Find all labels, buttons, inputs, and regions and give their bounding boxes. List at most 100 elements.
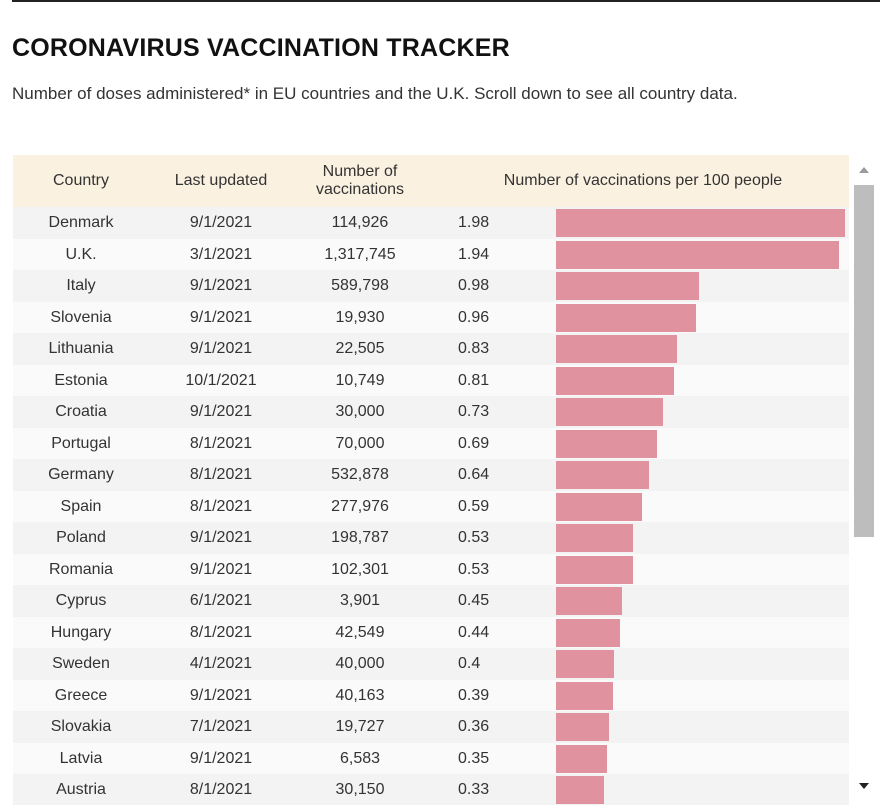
last-updated-cell: 8/1/2021: [189, 781, 253, 798]
table-row: Hungary 8/1/2021 42,549 0.44: [13, 616, 849, 648]
per-100-value-label: 0.33: [458, 781, 490, 798]
bar-portugal: [556, 429, 657, 458]
header-per-100: Number of vaccinations per 100 people: [503, 172, 783, 189]
last-updated-cell: 9/1/2021: [189, 403, 253, 420]
table-row: Portugal 8/1/2021 70,000 0.69: [13, 427, 849, 459]
bar-hungary: [556, 618, 620, 647]
per-100-value-label: 0.4: [458, 655, 481, 672]
last-updated-cell: 9/1/2021: [189, 686, 253, 704]
vaccinations-cell: 70,000: [335, 434, 385, 452]
vaccinations-cell: 22,505: [335, 340, 385, 357]
country-cell: Denmark: [48, 214, 114, 231]
per-100-value-label: 0.44: [458, 623, 490, 641]
per-100-value-label: 0.69: [458, 434, 490, 452]
per-100-value-label: 0.36: [458, 718, 490, 735]
bar-romania: [556, 555, 633, 584]
table-row: Slovakia 7/1/2021 19,727 0.36: [13, 711, 849, 743]
last-updated-cell: 9/1/2021: [189, 749, 253, 767]
per-100-value-label: 0.53: [458, 529, 490, 546]
last-updated-cell: 9/1/2021: [189, 529, 253, 546]
country-cell: Romania: [48, 560, 114, 578]
last-updated-cell: 8/1/2021: [189, 497, 253, 515]
country-cell: Greece: [54, 686, 108, 704]
header-last-updated: Last updated: [174, 172, 268, 189]
vaccinations-cell: 10,749: [335, 371, 385, 389]
table-row: Greece 9/1/2021 40,163 0.39: [13, 679, 849, 711]
table-row: Estonia 10/1/2021 10,749 0.81: [13, 364, 849, 396]
last-updated-cell: 7/1/2021: [189, 718, 253, 735]
bar-slovenia: [556, 303, 696, 332]
header-country: Country: [52, 172, 110, 189]
country-cell: Croatia: [55, 403, 107, 420]
country-cell: U.K.: [65, 245, 97, 263]
country-cell: Portugal: [51, 434, 111, 452]
table-row: Poland 9/1/2021 198,787 0.53: [13, 522, 849, 554]
per-100-value-label: 0.45: [458, 592, 490, 609]
vaccination-table[interactable]: Country Last updated Number of vaccinati…: [13, 155, 849, 805]
table-row: Cyprus 6/1/2021 3,901 0.45: [13, 585, 849, 617]
vaccinations-cell: 114,926: [331, 214, 389, 231]
last-updated-cell: 9/1/2021: [189, 214, 253, 231]
table-row: Italy 9/1/2021 589,798 0.98: [13, 270, 849, 302]
scroll-thumb[interactable]: [854, 185, 874, 537]
vaccinations-cell: 198,787: [331, 529, 389, 546]
vaccinations-cell: 19,930: [335, 308, 385, 326]
vaccinations-cell: 6,583: [339, 749, 381, 767]
table-row: U.K. 3/1/2021 1,317,745 1.94: [13, 238, 849, 270]
country-cell: Hungary: [50, 623, 112, 641]
vaccinations-cell: 30,000: [335, 403, 385, 420]
bar-austria: [556, 776, 604, 804]
vaccinations-cell: 30,150: [335, 781, 385, 798]
country-cell: Slovenia: [50, 308, 112, 326]
country-cell: Germany: [48, 466, 114, 483]
vaccinations-cell: 40,163: [335, 686, 385, 704]
country-cell: Spain: [60, 497, 102, 515]
last-updated-cell: 9/1/2021: [189, 560, 253, 578]
vaccinations-cell: 42,549: [335, 623, 385, 641]
per-100-value-label: 0.83: [458, 340, 490, 357]
table-row: Spain 8/1/2021 277,976 0.59: [13, 490, 849, 522]
last-updated-cell: 8/1/2021: [189, 623, 253, 641]
top-rule: [12, 0, 880, 2]
table-row: Denmark 9/1/2021 114,926 1.98: [13, 207, 849, 239]
country-cell: Estonia: [54, 371, 108, 389]
country-cell: Austria: [56, 781, 106, 798]
bar-germany: [556, 461, 649, 489]
bar-croatia: [556, 398, 663, 426]
table-header: Country Last updated Number of vaccinati…: [13, 155, 849, 207]
vaccinations-cell: 40,000: [335, 655, 385, 672]
vaccinations-cell: 532,878: [331, 466, 389, 483]
last-updated-cell: 9/1/2021: [189, 340, 253, 357]
scroll-up-arrow-icon[interactable]: [859, 167, 869, 173]
country-cell: Sweden: [52, 655, 110, 672]
bar-lithuania: [556, 335, 677, 363]
table-row: Slovenia 9/1/2021 19,930 0.96: [13, 301, 849, 333]
country-cell: Poland: [56, 529, 106, 546]
scrollbar[interactable]: [851, 155, 877, 805]
table-row: Croatia 9/1/2021 30,000 0.73: [13, 396, 849, 428]
last-updated-cell: 10/1/2021: [185, 371, 257, 389]
last-updated-cell: 8/1/2021: [189, 434, 253, 452]
last-updated-cell: 8/1/2021: [189, 466, 253, 483]
bar-u-k: [556, 240, 839, 269]
bar-spain: [556, 492, 642, 521]
scroll-down-arrow-icon[interactable]: [859, 783, 869, 789]
last-updated-cell: 4/1/2021: [189, 655, 253, 672]
page-title: CORONAVIRUS VACCINATION TRACKER: [12, 34, 510, 62]
country-cell: Italy: [66, 277, 96, 294]
last-updated-cell: 9/1/2021: [189, 277, 253, 294]
per-100-value-label: 0.59: [458, 497, 490, 515]
bar-latvia: [556, 744, 607, 773]
header-number-of-vaccinations: Number of vaccinations: [293, 155, 427, 207]
table-row: Lithuania 9/1/2021 22,505 0.83: [13, 333, 849, 365]
table-row: Germany 8/1/2021 532,878 0.64: [13, 459, 849, 491]
last-updated-cell: 9/1/2021: [189, 308, 253, 326]
table-body: Denmark 9/1/2021 114,926 1.98 U.K. 3/1/2021 1,…: [13, 207, 849, 805]
per-100-value-label: 0.96: [458, 308, 490, 326]
bar-cyprus: [556, 587, 622, 615]
per-100-value-label: 0.35: [458, 749, 490, 767]
bar-italy: [556, 272, 699, 300]
per-100-value-label: 0.64: [458, 466, 490, 483]
vaccinations-cell: 1,317,745: [324, 245, 396, 263]
header-number-of-vaccinations-text: Number of vaccinations: [315, 163, 405, 198]
